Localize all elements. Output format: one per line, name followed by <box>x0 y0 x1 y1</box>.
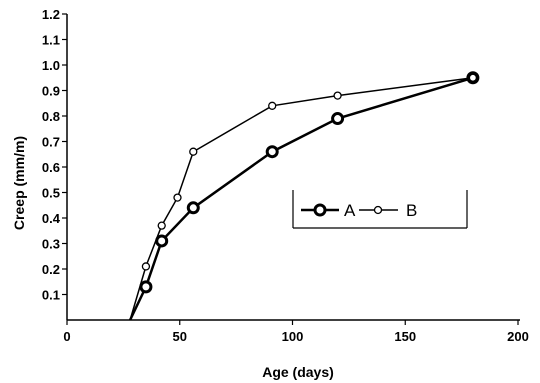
y-tick-label: 0.6 <box>42 160 60 175</box>
legend: A B <box>292 190 468 229</box>
y-tick-label: 1.1 <box>42 33 60 48</box>
data-point-a <box>331 112 345 126</box>
y-tick-label: 0.4 <box>42 211 61 226</box>
y-tick-label: 0.5 <box>42 186 60 201</box>
x-tick-label: 0 <box>63 329 70 344</box>
y-tick-label: 0.3 <box>42 237 60 252</box>
x-tick-label: 150 <box>394 329 416 344</box>
legend-marker-b <box>373 205 383 215</box>
y-tick-label: 0.1 <box>42 288 60 303</box>
y-tick-label: 1.0 <box>42 58 60 73</box>
y-axis-label: Creep (mm/m) <box>11 136 27 230</box>
legend-label-b: B <box>406 201 417 220</box>
x-ticks: 0 50 100 150 200 <box>63 320 529 344</box>
y-tick-label: 0.8 <box>42 109 60 124</box>
data-point-b <box>157 221 166 230</box>
axes <box>66 14 520 321</box>
data-point-b <box>468 73 478 82</box>
y-tick-label: 0.7 <box>42 135 60 150</box>
data-point-b <box>268 101 277 110</box>
y-tick-label: 1.2 <box>42 7 60 22</box>
data-point-b <box>333 91 342 100</box>
data-point-a <box>139 280 153 294</box>
data-point-a <box>155 234 169 248</box>
x-tick-label: 200 <box>507 329 529 344</box>
data-point-a <box>186 201 200 215</box>
data-point-b <box>141 262 151 271</box>
data-point-a <box>265 145 279 159</box>
x-tick-label: 100 <box>282 329 304 344</box>
data-point-b <box>173 193 182 202</box>
data-point-b <box>189 147 198 156</box>
legend-label-a: A <box>344 201 356 220</box>
series-line-b <box>129 77 473 321</box>
x-tick-label: 50 <box>173 329 187 344</box>
x-axis-label: Age (days) <box>262 364 334 380</box>
legend-marker-a <box>313 203 327 217</box>
y-ticks: 0.1 0.2 0.3 0.4 0.5 0.6 0.7 0.8 0.9 1.0 1.1 1.2 <box>42 7 67 303</box>
series-layer <box>128 71 480 321</box>
y-tick-label: 0.9 <box>42 84 60 99</box>
y-tick-label: 0.2 <box>42 262 60 277</box>
